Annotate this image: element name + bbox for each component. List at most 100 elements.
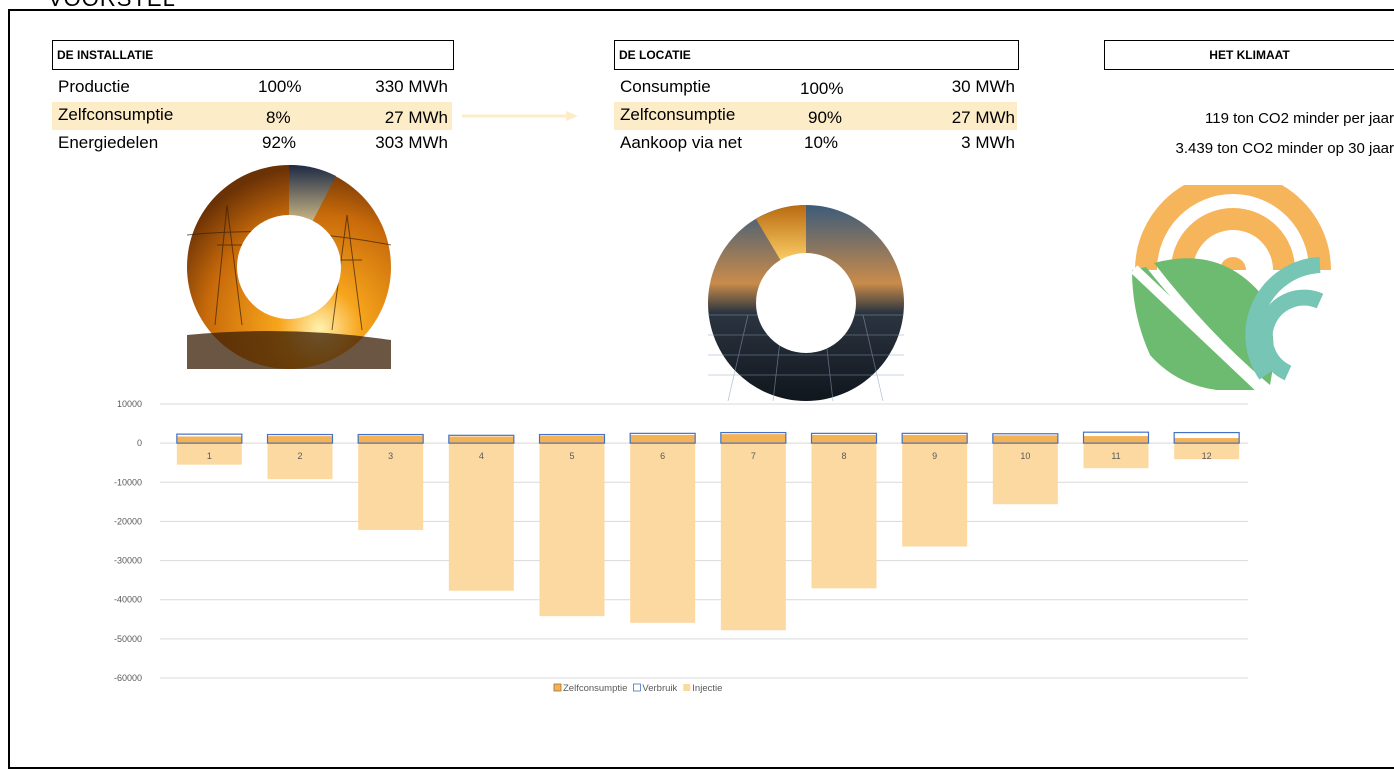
locatie-table: Consumptie 100% 30 MWh Zelfconsumptie 90… — [614, 74, 1017, 158]
locatie-row-consumptie: Consumptie 100% 30 MWh — [614, 74, 1017, 102]
injectie-bar — [1083, 443, 1149, 469]
verbruik-bar — [357, 433, 424, 444]
y-tick-label: -60000 — [114, 673, 142, 683]
x-category-label: 2 — [297, 451, 302, 461]
x-category-label: 3 — [388, 451, 393, 461]
installatie-donut — [187, 165, 391, 369]
y-tick-label: 10000 — [117, 399, 142, 409]
zelfconsumptie-bar — [1174, 438, 1240, 444]
zelfconsumptie-bar — [811, 434, 877, 444]
legend-swatch — [683, 684, 691, 691]
row-label: Aankoop via net — [620, 133, 742, 152]
injectie-bar — [358, 443, 424, 531]
row-pct: 90% — [808, 108, 843, 127]
verbruik-bar — [538, 433, 606, 444]
zelfconsumptie-bar — [176, 436, 242, 444]
x-category-label: 10 — [1020, 451, 1030, 461]
verbruik-bar — [629, 432, 696, 444]
verbruik-bar — [266, 433, 334, 444]
zelfconsumptie-bar — [267, 436, 333, 444]
y-tick-label: -10000 — [114, 477, 142, 487]
row-pct: 100% — [800, 79, 844, 98]
zelfconsumptie-bar — [902, 434, 968, 444]
klimaat-line-2: 3.439 ton CO2 minder op 30 jaar — [1175, 140, 1394, 157]
installatie-row-productie: Productie 100% 330 MWh — [52, 74, 452, 102]
installatie-row-zelfconsumptie: Zelfconsumptie 8% 27 MWh — [52, 102, 452, 130]
row-label: Productie — [58, 77, 130, 96]
x-category-label: 5 — [569, 451, 574, 461]
x-category-label: 9 — [932, 451, 937, 461]
chart-legend: Zelfconsumptie Verbruik Injectie — [553, 683, 722, 694]
row-value: 27 MWh — [384, 108, 448, 127]
flow-arrow-icon — [462, 111, 578, 121]
row-label: Energiedelen — [58, 133, 159, 152]
row-value: 30 MWh — [951, 77, 1015, 96]
row-pct: 10% — [804, 133, 839, 152]
x-category-label: 7 — [751, 451, 756, 461]
verbruik-bar — [901, 432, 968, 444]
chart-bars — [176, 431, 1240, 631]
row-label: Zelfconsumptie — [58, 105, 174, 124]
chart-grid — [160, 403, 1248, 679]
klimaat-line-1: 119 ton CO2 minder per jaar — [1205, 110, 1394, 127]
y-tick-label: -20000 — [114, 516, 142, 526]
y-tick-label: -40000 — [114, 595, 142, 605]
locatie-donut — [708, 205, 904, 401]
row-label: Zelfconsumptie — [620, 105, 736, 124]
injectie-bar — [902, 443, 968, 547]
injectie-bar — [811, 443, 877, 589]
zelfconsumptie-bar — [448, 436, 514, 444]
legend-swatch — [553, 683, 562, 692]
legend-label: Verbruik — [642, 683, 677, 694]
injectie-bar — [630, 443, 696, 623]
klimaat-header: HET KLIMAAT — [1104, 40, 1394, 70]
verbruik-bar — [810, 432, 878, 444]
injectie-bar — [176, 443, 242, 465]
y-tick-label: 0 — [137, 438, 142, 448]
locatie-row-aankoop: Aankoop via net 10% 3 MWh — [614, 130, 1017, 158]
row-pct: 92% — [262, 133, 297, 152]
zelfconsumptie-bar — [720, 434, 786, 444]
injectie-bar — [539, 443, 605, 617]
verbruik-bar — [992, 433, 1059, 444]
legend-swatch — [633, 683, 641, 692]
installatie-table: Productie 100% 330 MWh Zelfconsumptie 8%… — [52, 74, 452, 158]
zelfconsumptie-bar — [1083, 436, 1149, 444]
legend-label: Injectie — [692, 683, 722, 694]
verbruik-bar — [720, 431, 787, 444]
climate-logo-icon — [1130, 185, 1331, 390]
injectie-bar — [992, 443, 1058, 505]
zelfconsumptie-bar — [358, 435, 424, 444]
y-tick-label: -50000 — [114, 634, 142, 644]
injectie-bar — [1174, 443, 1240, 460]
installatie-header: DE INSTALLATIE — [52, 40, 454, 70]
locatie-header: DE LOCATIE — [614, 40, 1019, 70]
x-category-label: 4 — [479, 451, 484, 461]
row-value: 27 MWh — [951, 108, 1015, 127]
x-category-label: 6 — [660, 451, 665, 461]
verbruik-bar — [448, 434, 515, 444]
row-value: 330 MWh — [375, 77, 448, 96]
locatie-row-zelfconsumptie: Zelfconsumptie 90% 27 MWh — [614, 102, 1017, 130]
x-category-label: 11 — [1111, 451, 1120, 461]
x-category-label: 8 — [841, 451, 846, 461]
x-category-label: 1 — [207, 451, 212, 461]
injectie-bar — [267, 443, 333, 480]
zelfconsumptie-bar — [539, 435, 605, 444]
x-category-label: 12 — [1202, 451, 1212, 461]
zelfconsumptie-bar — [630, 434, 696, 444]
row-value: 303 MWh — [375, 133, 448, 152]
row-value: 3 MWh — [961, 133, 1015, 152]
injectie-bar — [720, 443, 786, 631]
y-tick-label: -30000 — [114, 556, 142, 566]
monthly-energy-chart: 10000 0 -10000 -20000 -30000 -40000 -50000 -600… — [114, 399, 1248, 694]
installatie-row-energiedelen: Energiedelen 92% 303 MWh — [52, 130, 452, 158]
legend-label: Zelfconsumptie — [563, 683, 627, 694]
verbruik-bar — [1173, 431, 1240, 444]
row-pct: 8% — [266, 108, 291, 127]
page-title: VOORSTEL — [48, 0, 176, 12]
verbruik-bar — [176, 433, 243, 444]
chart-x-labels: 1 2 3 4 5 6 7 8 9 10 11 12 — [207, 451, 1212, 461]
chart-y-axis: 10000 0 -10000 -20000 -30000 -40000 -50000 -600… — [114, 399, 142, 683]
row-pct: 100% — [258, 77, 302, 96]
